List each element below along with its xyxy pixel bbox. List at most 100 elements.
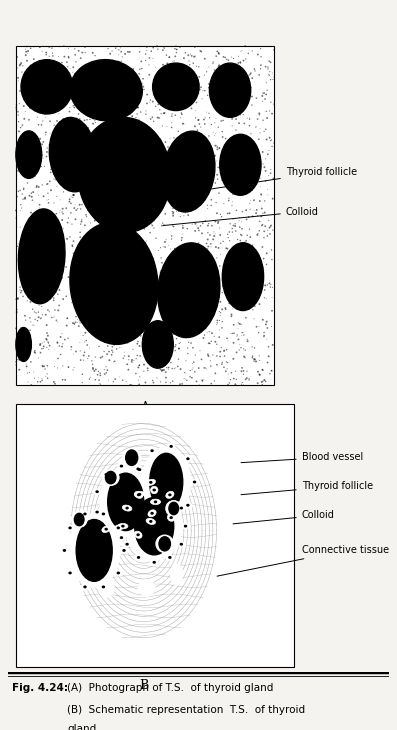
Point bbox=[120, 169, 127, 181]
Point bbox=[122, 261, 128, 272]
Point bbox=[71, 318, 77, 330]
Point bbox=[80, 330, 86, 342]
Point bbox=[177, 211, 183, 223]
Point bbox=[236, 174, 242, 186]
Point bbox=[141, 358, 147, 370]
Point bbox=[193, 61, 200, 72]
Point bbox=[35, 247, 41, 258]
Point bbox=[154, 272, 160, 284]
Point bbox=[148, 45, 154, 57]
Point bbox=[261, 327, 267, 339]
Point bbox=[70, 167, 77, 179]
Point bbox=[267, 66, 273, 77]
Point bbox=[99, 134, 105, 146]
Ellipse shape bbox=[105, 529, 107, 530]
Point bbox=[175, 82, 181, 94]
Point bbox=[246, 113, 252, 125]
Point bbox=[152, 359, 159, 371]
Point bbox=[184, 77, 191, 89]
Point bbox=[181, 176, 187, 188]
Point bbox=[103, 361, 109, 372]
Point bbox=[57, 204, 63, 216]
Point bbox=[43, 49, 49, 61]
Point bbox=[198, 299, 205, 311]
Point bbox=[73, 287, 79, 299]
Point bbox=[189, 50, 195, 62]
Point bbox=[125, 77, 131, 89]
Ellipse shape bbox=[69, 527, 71, 529]
Point bbox=[163, 342, 170, 353]
Point bbox=[206, 255, 213, 267]
Point bbox=[156, 199, 163, 211]
Point bbox=[173, 313, 180, 325]
Point bbox=[207, 229, 213, 241]
Point bbox=[29, 194, 36, 206]
Text: A: A bbox=[141, 401, 149, 414]
Point bbox=[92, 374, 98, 385]
Point bbox=[258, 51, 264, 63]
Point bbox=[103, 131, 110, 142]
Point bbox=[162, 137, 169, 148]
Ellipse shape bbox=[84, 586, 86, 588]
Ellipse shape bbox=[120, 465, 123, 466]
Point bbox=[160, 75, 166, 87]
Point bbox=[172, 256, 179, 268]
Point bbox=[78, 129, 85, 141]
Point bbox=[13, 212, 19, 224]
Point bbox=[24, 228, 31, 239]
Point bbox=[44, 330, 51, 342]
Point bbox=[110, 63, 116, 74]
Point bbox=[128, 163, 134, 174]
Ellipse shape bbox=[139, 493, 141, 495]
Point bbox=[60, 338, 66, 350]
Point bbox=[35, 376, 41, 388]
Point bbox=[18, 202, 25, 214]
Point bbox=[27, 77, 34, 89]
Point bbox=[175, 353, 182, 365]
Point bbox=[82, 220, 88, 231]
Point bbox=[160, 59, 166, 71]
Point bbox=[253, 121, 259, 133]
Point bbox=[166, 255, 172, 266]
Point bbox=[156, 353, 162, 365]
Point bbox=[28, 188, 35, 199]
Point bbox=[80, 106, 86, 118]
Point bbox=[220, 177, 227, 188]
Point bbox=[118, 79, 124, 91]
Point bbox=[21, 113, 27, 125]
Point bbox=[248, 134, 254, 145]
Point bbox=[100, 136, 107, 147]
Point bbox=[75, 203, 81, 215]
Point bbox=[264, 189, 271, 201]
Point bbox=[23, 65, 30, 77]
Point bbox=[166, 361, 172, 373]
Ellipse shape bbox=[137, 494, 140, 496]
Point bbox=[179, 378, 185, 390]
Point bbox=[115, 49, 121, 61]
Point bbox=[235, 334, 242, 345]
Point bbox=[77, 69, 83, 80]
Point bbox=[267, 74, 274, 85]
Point bbox=[253, 269, 260, 280]
Point bbox=[189, 151, 196, 163]
Point bbox=[91, 200, 97, 212]
Point bbox=[240, 379, 247, 391]
Point bbox=[137, 275, 143, 287]
Point bbox=[42, 129, 49, 141]
Point bbox=[210, 126, 216, 138]
Point bbox=[29, 242, 35, 253]
Point bbox=[263, 318, 269, 330]
Point bbox=[150, 146, 156, 158]
Point bbox=[144, 151, 150, 163]
Point bbox=[236, 171, 242, 182]
Point bbox=[260, 375, 266, 387]
Point bbox=[167, 151, 173, 163]
Point bbox=[32, 250, 39, 261]
Point bbox=[77, 72, 84, 84]
Point bbox=[108, 114, 115, 126]
Point bbox=[265, 341, 272, 353]
Point bbox=[183, 168, 189, 180]
Point bbox=[44, 146, 50, 158]
Ellipse shape bbox=[135, 491, 145, 497]
Point bbox=[157, 150, 164, 161]
